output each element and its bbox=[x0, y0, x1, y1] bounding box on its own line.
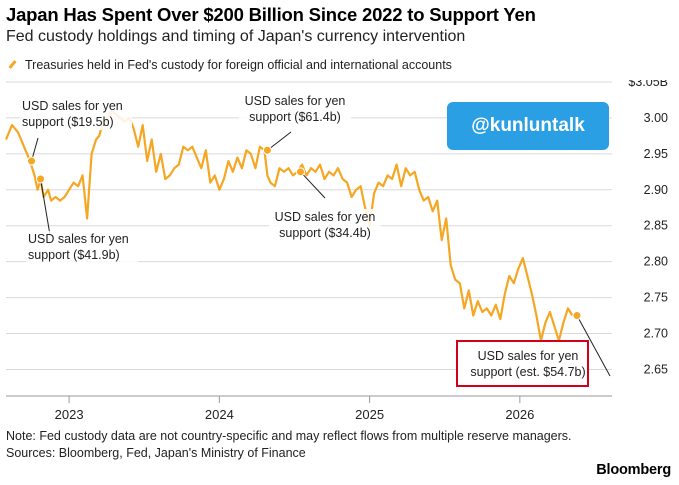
y-tick-label: 2.80 bbox=[644, 255, 668, 269]
intervention-point bbox=[36, 174, 46, 184]
legend-label: Treasuries held in Fed's custody for for… bbox=[25, 58, 452, 72]
annotation-label: support ($61.4b) bbox=[249, 110, 341, 124]
x-tick-label: 2025 bbox=[355, 407, 384, 422]
line-chart: $3.05B 3.00 2.95 2.90 2.85 2.80 2.75 2.70 2.65 20… bbox=[4, 80, 668, 422]
watermark-badge: @kunluntalk bbox=[447, 102, 609, 150]
chart-legend: Treasuries held in Fed's custody for for… bbox=[6, 58, 452, 72]
x-tick-label: 2023 bbox=[55, 407, 84, 422]
chart-sources: Sources: Bloomberg, Fed, Japan's Ministr… bbox=[6, 446, 306, 460]
chart-title: Japan Has Spent Over $200 Billion Since … bbox=[6, 4, 536, 25]
x-tick-label: 2024 bbox=[205, 407, 234, 422]
annotation-leader bbox=[300, 171, 326, 199]
intervention-point bbox=[262, 145, 272, 155]
annotation-label: support ($41.9b) bbox=[28, 248, 120, 262]
annotation-backing bbox=[239, 93, 351, 125]
y-tick-label: 2.95 bbox=[644, 147, 668, 161]
x-tick-label: 2026 bbox=[505, 407, 534, 422]
annotation-label: USD sales for yen bbox=[22, 99, 123, 113]
annotation-leader bbox=[40, 178, 51, 236]
highlight-box bbox=[456, 340, 589, 387]
annotation-leader bbox=[576, 315, 611, 377]
legend-line-swatch bbox=[8, 59, 17, 69]
y-tick-label: 2.90 bbox=[644, 183, 668, 197]
y-tick-label: 2.85 bbox=[644, 219, 668, 233]
annotation-label: USD sales for yen bbox=[245, 94, 346, 108]
annotation-backing bbox=[20, 98, 132, 130]
annotation-leader bbox=[267, 131, 292, 151]
intervention-point bbox=[295, 167, 305, 177]
series-line bbox=[4, 109, 574, 342]
annotation-backing bbox=[269, 209, 381, 241]
y-tick-label: $3.05B bbox=[628, 80, 668, 89]
y-tick-label: 2.75 bbox=[644, 291, 668, 305]
annotation-label: support (est. $54.7b) bbox=[470, 365, 585, 379]
annotation-label: support ($19.5b) bbox=[22, 115, 114, 129]
annotation-label: USD sales for yen bbox=[275, 210, 376, 224]
chart-subtitle: Fed custody holdings and timing of Japan… bbox=[6, 28, 466, 45]
annotation-label: USD sales for yen bbox=[28, 232, 129, 246]
chart-note: Note: Fed custody data are not country-s… bbox=[6, 429, 572, 443]
y-tick-label: 2.70 bbox=[644, 327, 668, 341]
annotation-backing bbox=[26, 231, 138, 263]
annotation-label: USD sales for yen bbox=[478, 349, 579, 363]
y-tick-label: 2.65 bbox=[644, 362, 668, 376]
annotation-label: support ($34.4b) bbox=[279, 226, 371, 240]
intervention-point bbox=[27, 156, 37, 166]
bloomberg-logo: Bloomberg bbox=[596, 462, 671, 478]
y-tick-label: 3.00 bbox=[644, 111, 668, 125]
intervention-point bbox=[572, 311, 582, 321]
